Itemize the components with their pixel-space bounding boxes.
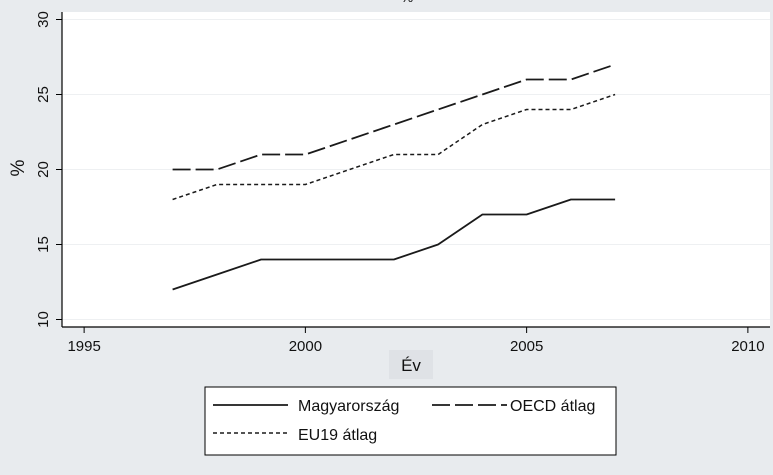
y-tick-label-15: 15 xyxy=(35,236,52,253)
series-lines xyxy=(172,63,616,291)
series-line-2 xyxy=(172,93,616,201)
legend-label-oecd: OECD átlag xyxy=(510,398,595,415)
x-tick-label-2005: 2005 xyxy=(510,338,543,355)
legend: Magyarország OECD átlag EU19 átlag xyxy=(204,386,617,456)
y-tick-label-20: 20 xyxy=(35,161,52,178)
chart-title: % xyxy=(401,0,413,5)
series-line-0 xyxy=(172,198,616,291)
y-tick-label-30: 30 xyxy=(35,11,52,28)
x-axis-label: Év xyxy=(401,356,421,375)
legend-box xyxy=(204,386,617,456)
x-tick-label-1995: 1995 xyxy=(67,338,100,355)
x-tick-label-2010: 2010 xyxy=(731,338,764,355)
legend-label-magyarorszag: Magyarország xyxy=(298,398,399,415)
x-tick-label-2000: 2000 xyxy=(289,338,322,355)
series-line-1 xyxy=(172,63,616,171)
legend-label-eu19: EU19 átlag xyxy=(298,427,377,444)
y-axis-label: % xyxy=(8,159,29,176)
y-tick-label-25: 25 xyxy=(35,86,52,103)
axis-ticks: 10 15 20 25 30 1995 2000 2005 2010 xyxy=(35,11,765,355)
x-axis-label-box xyxy=(389,350,433,379)
y-tick-label-10: 10 xyxy=(35,311,52,328)
